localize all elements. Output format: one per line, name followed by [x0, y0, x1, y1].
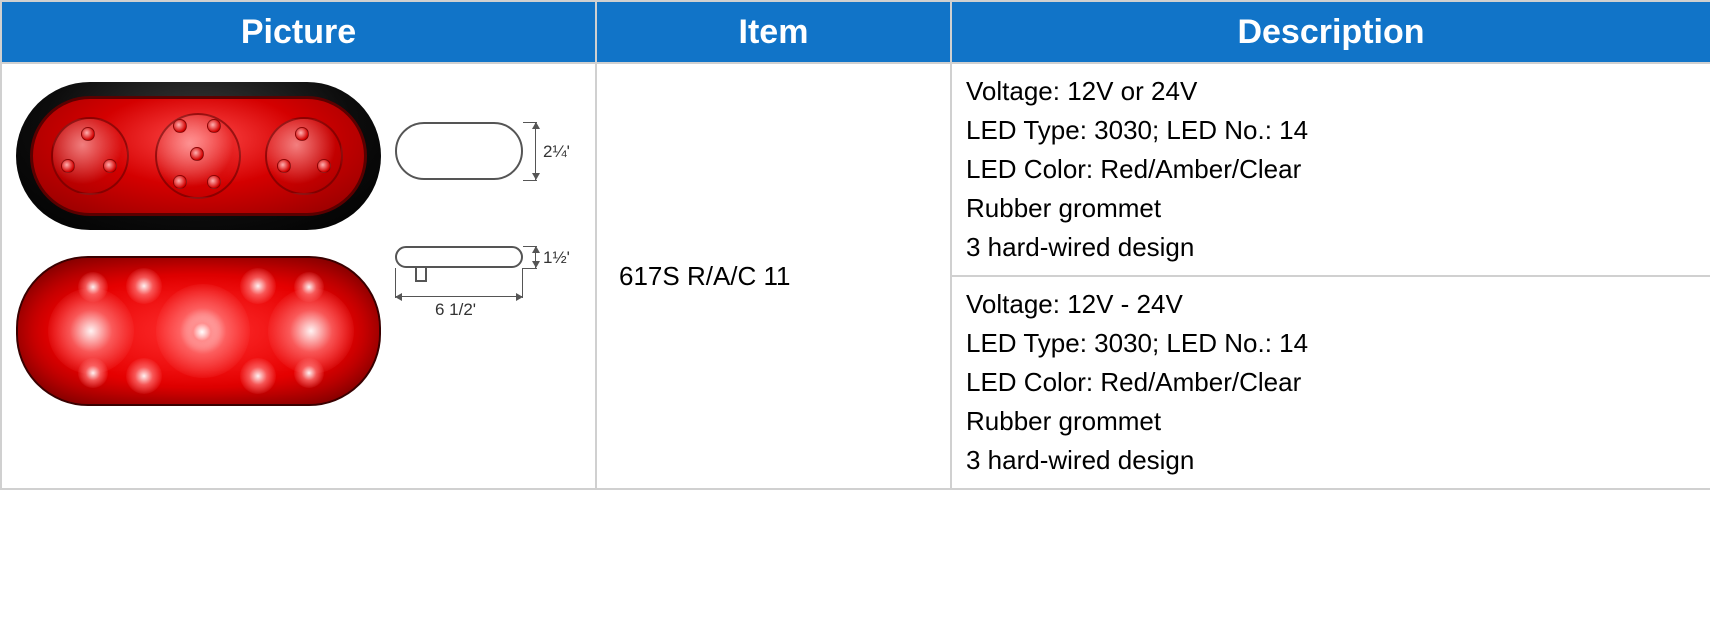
dimension-line-horizontal [395, 296, 523, 297]
description-list-2: Voltage: 12V - 24V LED Type: 3030; LED N… [966, 285, 1696, 480]
dimension-extension [523, 180, 537, 181]
header-item: Item [596, 1, 951, 63]
led-glow [78, 358, 108, 388]
led-glow [294, 272, 324, 302]
diagram-column: 2¼' 1½' [395, 82, 575, 358]
led-dot [173, 175, 187, 189]
led-glow [184, 314, 220, 350]
drawing-oval-outline [395, 122, 523, 180]
photo-column [16, 82, 381, 406]
spec-line: 3 hard-wired design [966, 441, 1696, 480]
item-cell: 617S R/A/C 11 [596, 63, 951, 489]
drawing-side-view: 1½' 6 1/2' [395, 238, 575, 358]
picture-wrap: 2¼' 1½' [16, 82, 581, 406]
led-glow [126, 268, 162, 304]
picture-cell: 2¼' 1½' [1, 63, 596, 489]
drawing-side-outline [395, 246, 523, 268]
dimension-line-vertical [535, 246, 536, 268]
spec-line: Voltage: 12V - 24V [966, 285, 1696, 324]
dimension-line-vertical [535, 122, 536, 180]
spec-line: LED Type: 3030; LED No.: 14 [966, 111, 1696, 150]
description-cell-1: Voltage: 12V or 24V LED Type: 3030; LED … [951, 63, 1710, 276]
led-glow [78, 272, 108, 302]
dimension-length-label: 6 1/2' [435, 300, 476, 320]
led-dot [173, 119, 187, 133]
spec-line: LED Color: Red/Amber/Clear [966, 150, 1696, 189]
spec-line: Voltage: 12V or 24V [966, 72, 1696, 111]
description-cell-2: Voltage: 12V - 24V LED Type: 3030; LED N… [951, 276, 1710, 489]
led-dot [61, 159, 75, 173]
drawing-side-tab [415, 268, 427, 282]
dimension-thickness-label: 1½' [543, 248, 570, 268]
led-glow [240, 358, 276, 394]
table-row: 2¼' 1½' [1, 63, 1710, 276]
spec-line: 3 hard-wired design [966, 228, 1696, 267]
dimension-height-label: 2¼' [543, 142, 570, 162]
led-dot [277, 159, 291, 173]
spec-line: Rubber grommet [966, 402, 1696, 441]
header-picture: Picture [1, 1, 596, 63]
red-lens [30, 96, 367, 216]
dimension-extension [523, 268, 537, 269]
led-dot [207, 119, 221, 133]
product-spec-table: Picture Item Description [0, 0, 1710, 490]
product-photo-off [16, 82, 381, 230]
led-dot [207, 175, 221, 189]
led-glow [240, 268, 276, 304]
spec-line: Rubber grommet [966, 189, 1696, 228]
led-dot [103, 159, 117, 173]
led-dot [81, 127, 95, 141]
led-glow [126, 358, 162, 394]
led-dot [190, 147, 204, 161]
led-dot [317, 159, 331, 173]
product-photo-on [16, 256, 381, 406]
led-dot [295, 127, 309, 141]
led-glow [294, 358, 324, 388]
description-list-1: Voltage: 12V or 24V LED Type: 3030; LED … [966, 72, 1696, 267]
item-code: 617S R/A/C 11 [619, 261, 791, 291]
table-header-row: Picture Item Description [1, 1, 1710, 63]
header-description: Description [951, 1, 1710, 63]
spec-line: LED Type: 3030; LED No.: 14 [966, 324, 1696, 363]
drawing-top-view: 2¼' [395, 108, 575, 218]
spec-line: LED Color: Red/Amber/Clear [966, 363, 1696, 402]
